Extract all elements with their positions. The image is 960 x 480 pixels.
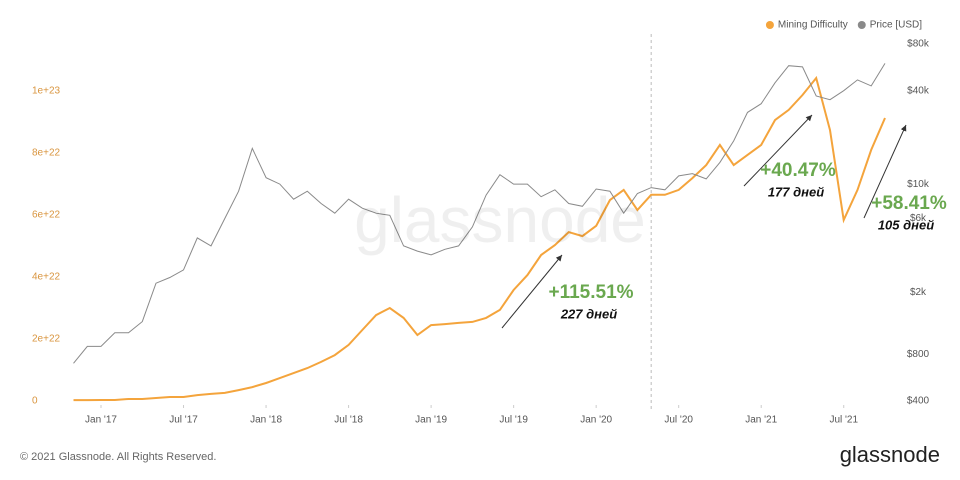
x-tick-label: Jul '20 xyxy=(664,415,693,426)
annotation: 177 дней xyxy=(768,184,824,199)
legend-swatch xyxy=(765,21,774,29)
x-tick-label: Jan '17 xyxy=(85,415,117,426)
y2-tick-label: $80k xyxy=(907,39,930,50)
arrow xyxy=(501,254,563,329)
arrow xyxy=(863,124,907,219)
x-tick-label: Jan '20 xyxy=(580,415,612,426)
x-tick-label: Jan '19 xyxy=(415,415,447,426)
annotation: +115.51% xyxy=(548,282,633,303)
series-line xyxy=(73,63,886,364)
y-tick-label: 0 xyxy=(32,396,38,407)
arrow xyxy=(743,114,813,187)
annotation: +40.47% xyxy=(760,160,836,181)
annotation: 227 дней xyxy=(560,306,617,321)
y-tick-label: 1e+23 xyxy=(32,86,61,97)
annotation: 105 дней xyxy=(878,217,934,232)
footer: © 2021 Glassnode. All Rights Reserved. xyxy=(20,451,216,463)
y-tick-label: 2e+22 xyxy=(32,334,61,345)
logo: glassnode xyxy=(840,442,940,467)
x-tick-label: Jul '17 xyxy=(169,415,198,426)
y2-tick-label: $40k xyxy=(907,85,930,96)
y2-tick-label: $2k xyxy=(910,287,927,298)
series-line xyxy=(73,75,886,402)
x-tick-label: Jul '21 xyxy=(829,415,858,426)
legend-label: Price [USD] xyxy=(870,20,922,31)
x-tick-label: Jan '18 xyxy=(250,415,282,426)
y2-tick-label: $6k xyxy=(910,213,927,224)
y-tick-label: 8e+22 xyxy=(32,148,61,159)
y2-tick-label: $800 xyxy=(907,349,930,360)
y2-tick-label: $10k xyxy=(907,179,930,190)
y-tick-label: 4e+22 xyxy=(32,272,61,283)
legend-label: Mining Difficulty xyxy=(778,20,848,31)
legend-swatch xyxy=(857,21,866,29)
x-tick-label: Jul '18 xyxy=(334,415,363,426)
y-tick-label: 6e+22 xyxy=(32,210,61,221)
watermark: glassnode xyxy=(354,184,646,256)
y2-tick-label: $400 xyxy=(907,396,930,407)
annotation: +58.41% xyxy=(871,193,947,214)
x-tick-label: Jan '21 xyxy=(745,415,777,426)
x-tick-label: Jul '19 xyxy=(499,415,528,426)
